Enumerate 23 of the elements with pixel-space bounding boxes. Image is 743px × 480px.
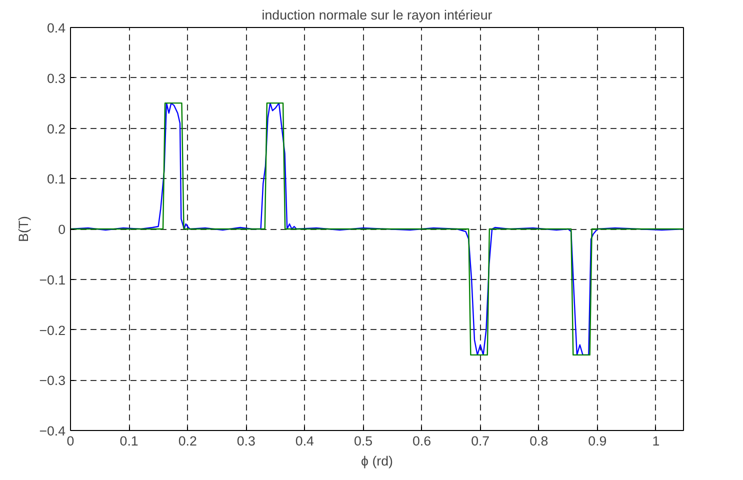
y-tick-label: 0.1 <box>46 172 66 187</box>
y-tick-label: −0.3 <box>39 373 66 388</box>
line-series <box>70 102 684 356</box>
y-tick-label: −0.2 <box>39 322 66 338</box>
x-tick-label: 0.2 <box>178 434 197 448</box>
y-tick-label: 0.4 <box>46 20 66 36</box>
y-tick-label: −0.1 <box>39 272 66 288</box>
y-tick-label: 0.2 <box>46 121 66 136</box>
x-axis-title: ϕ (rd) <box>361 454 393 468</box>
y-tick-label: 0 <box>58 222 66 237</box>
x-tick-label: 0.1 <box>120 434 138 448</box>
x-tick-label: 0.4 <box>295 434 315 448</box>
y-tick-label: 0.3 <box>46 70 66 86</box>
x-tick-label: 1 <box>652 434 660 448</box>
x-tick-label: 0.5 <box>354 434 373 448</box>
y-axis-title: B(T) <box>16 216 32 242</box>
x-tick-label: 0.9 <box>588 434 607 448</box>
x-tick-label: 0.3 <box>236 434 256 448</box>
y-tick-label: −0.4 <box>39 424 66 438</box>
x-tick-label: 0.7 <box>471 434 490 448</box>
x-tick-label: 0.6 <box>412 434 432 448</box>
x-tick-label: 0.8 <box>530 434 548 448</box>
chart-title: induction normale sur le rayon intérieur <box>262 8 493 22</box>
